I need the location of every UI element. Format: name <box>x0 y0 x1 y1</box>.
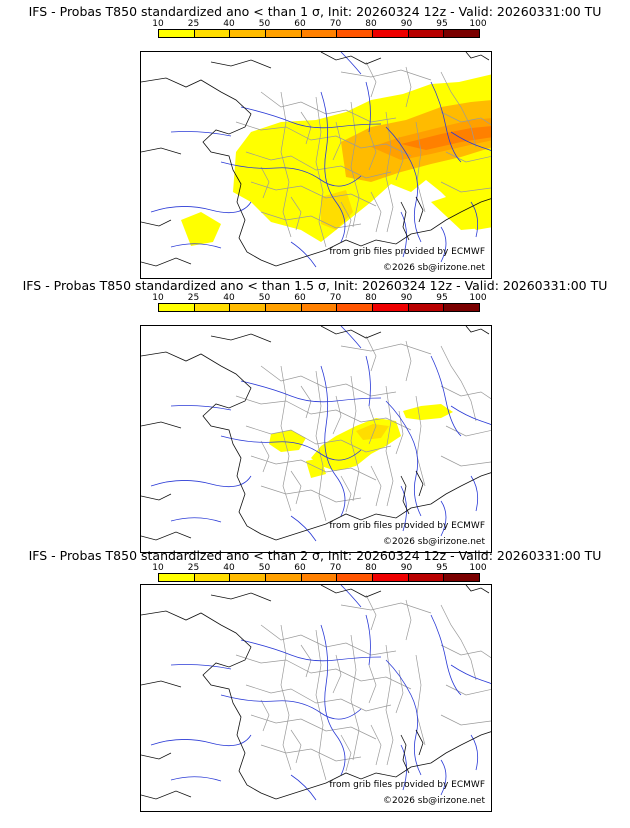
colorbar-cell <box>159 304 195 311</box>
panel-title: IFS - Probas T850 standardized ano < tha… <box>28 548 602 563</box>
colorbar-label: 60 <box>294 563 306 573</box>
colorbar-label: 90 <box>400 293 413 303</box>
colorbar-cell <box>159 574 195 581</box>
colorbar-cell <box>159 30 195 37</box>
colorbar-label: 50 <box>258 293 271 303</box>
colorbar-cell <box>230 30 267 37</box>
colorbar-cell <box>373 304 409 311</box>
colorbar-cell <box>230 304 267 311</box>
map-canvas <box>141 326 491 542</box>
colorbar-label: 40 <box>223 563 235 573</box>
colorbar-label: 50 <box>258 19 271 29</box>
colorbar-cell <box>266 30 302 37</box>
colorbar-label: 95 <box>436 293 448 303</box>
colorbar-label: 40 <box>223 19 235 29</box>
colorbar <box>158 303 480 312</box>
colorbar-label: 95 <box>436 19 448 29</box>
colorbar-label: 10 <box>152 293 164 303</box>
colorbar-cell <box>337 574 374 581</box>
credit-source: from grib files provided by ECMWF <box>329 780 485 790</box>
credit-copyright: ©2026 sb@irizone.net <box>383 263 485 273</box>
colorbar <box>158 573 480 582</box>
colorbar-label: 60 <box>294 293 306 303</box>
panel-2: IFS - Probas T850 standardized ano < tha… <box>0 278 630 554</box>
credit-copyright: ©2026 sb@irizone.net <box>383 796 485 806</box>
colorbar-cell <box>266 304 302 311</box>
probability-map: from grib files provided by ECMWF ©2026 … <box>140 325 492 553</box>
colorbar-cell <box>408 304 445 311</box>
probability-map: from grib files provided by ECMWF ©2026 … <box>140 51 492 279</box>
colorbar-cell <box>408 30 445 37</box>
colorbar-cell <box>337 30 374 37</box>
credit-source: from grib files provided by ECMWF <box>329 521 485 531</box>
colorbar-label: 10 <box>152 563 164 573</box>
credit-source: from grib files provided by ECMWF <box>329 247 485 257</box>
colorbar-cell <box>194 304 231 311</box>
colorbar-label: 40 <box>223 293 235 303</box>
colorbar-label: 100 <box>469 293 487 303</box>
colorbar-label: 90 <box>400 19 413 29</box>
colorbar-cell <box>444 304 480 311</box>
colorbar-cell <box>373 30 409 37</box>
colorbar-cell <box>444 574 480 581</box>
panel-title: IFS - Probas T850 standardized ano < tha… <box>22 278 608 293</box>
colorbar-label: 70 <box>329 19 342 29</box>
colorbar-label: 10 <box>152 19 164 29</box>
probability-map: from grib files provided by ECMWF ©2026 … <box>140 584 492 812</box>
colorbar-labels: 10 25 40 50 60 70 80 90 95 100 <box>152 19 486 29</box>
colorbar-label: 50 <box>258 563 271 573</box>
colorbar-label: 80 <box>365 293 377 303</box>
colorbar-cell <box>301 304 338 311</box>
colorbar-label: 25 <box>187 563 200 573</box>
colorbar-label: 100 <box>469 19 487 29</box>
colorbar-label: 60 <box>294 19 306 29</box>
map-canvas <box>141 585 491 801</box>
panel-3: IFS - Probas T850 standardized ano < tha… <box>0 548 630 824</box>
colorbar <box>158 29 480 38</box>
colorbar-cell <box>194 574 231 581</box>
colorbar-label: 25 <box>187 19 200 29</box>
colorbar-cell <box>230 574 267 581</box>
colorbar-label: 70 <box>329 563 342 573</box>
colorbar-cell <box>373 574 409 581</box>
colorbar-label: 25 <box>187 293 200 303</box>
colorbar-label: 80 <box>365 563 377 573</box>
colorbar-label: 70 <box>329 293 342 303</box>
credit-copyright: ©2026 sb@irizone.net <box>383 537 485 547</box>
colorbar-label: 95 <box>436 563 448 573</box>
map-canvas <box>141 52 491 268</box>
panel-1: IFS - Probas T850 standardized ano < tha… <box>0 4 630 280</box>
colorbar-cell <box>194 30 231 37</box>
colorbar-cell <box>408 574 445 581</box>
colorbar-cell <box>301 574 338 581</box>
colorbar-label: 80 <box>365 19 377 29</box>
panel-title: IFS - Probas T850 standardized ano < tha… <box>28 4 602 19</box>
colorbar-cell <box>444 30 480 37</box>
colorbar-label: 100 <box>469 563 487 573</box>
colorbar-label: 90 <box>400 563 413 573</box>
probability-field <box>181 74 491 246</box>
probability-field <box>269 404 453 478</box>
colorbar-cell <box>266 574 302 581</box>
colorbar-labels: 10 25 40 50 60 70 80 90 95 100 <box>152 563 486 573</box>
colorbar-cell <box>337 304 374 311</box>
colorbar-labels: 10 25 40 50 60 70 80 90 95 100 <box>152 293 486 303</box>
colorbar-cell <box>301 30 338 37</box>
